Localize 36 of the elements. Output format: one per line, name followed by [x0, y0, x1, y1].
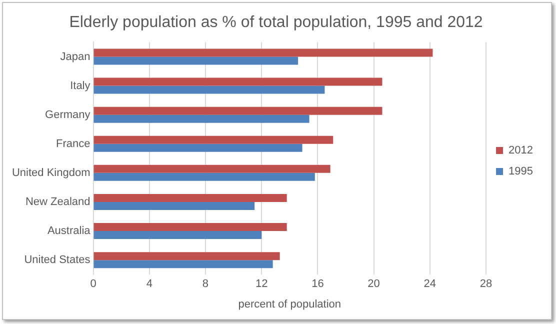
x-axis-title: percent of population — [238, 298, 342, 310]
x-tick-label: 0 — [90, 278, 96, 290]
bar — [94, 223, 287, 232]
x-tick-label: 12 — [255, 278, 268, 290]
bar — [94, 136, 334, 144]
bar — [94, 172, 315, 181]
bar — [94, 78, 382, 86]
x-tick-label: 20 — [368, 278, 380, 290]
x-tick-label: 8 — [202, 278, 209, 290]
y-tick-label: New Zealand — [25, 196, 90, 208]
y-tick-label: Germany — [45, 108, 91, 121]
y-tick-label: Australia — [47, 225, 92, 238]
x-tick-label: 24 — [424, 278, 436, 290]
legend-label: 1995 — [508, 166, 534, 178]
y-tick-label: France — [56, 138, 90, 150]
x-tick-label: 4 — [146, 278, 152, 290]
bar — [94, 48, 433, 57]
bar — [94, 106, 382, 115]
bar — [94, 144, 302, 152]
y-tick-label: Japan — [60, 50, 90, 63]
y-tick-label: United States — [24, 254, 91, 266]
y-tick-label: United Kingdom — [12, 166, 90, 179]
bar — [94, 252, 280, 260]
bar — [94, 86, 325, 94]
chart-title: Elderly population as % of total population, 1995 and 2012 — [69, 14, 483, 32]
bar — [94, 202, 255, 210]
bar — [94, 56, 298, 65]
bar — [94, 164, 330, 173]
bar — [94, 194, 287, 202]
x-tick-label: 28 — [480, 278, 492, 290]
legend-label: 2012 — [508, 144, 534, 157]
y-tick-label: Italy — [70, 80, 91, 92]
bar — [94, 114, 310, 123]
bar — [94, 231, 262, 240]
x-tick-label: 16 — [312, 278, 324, 290]
bar — [94, 260, 273, 268]
